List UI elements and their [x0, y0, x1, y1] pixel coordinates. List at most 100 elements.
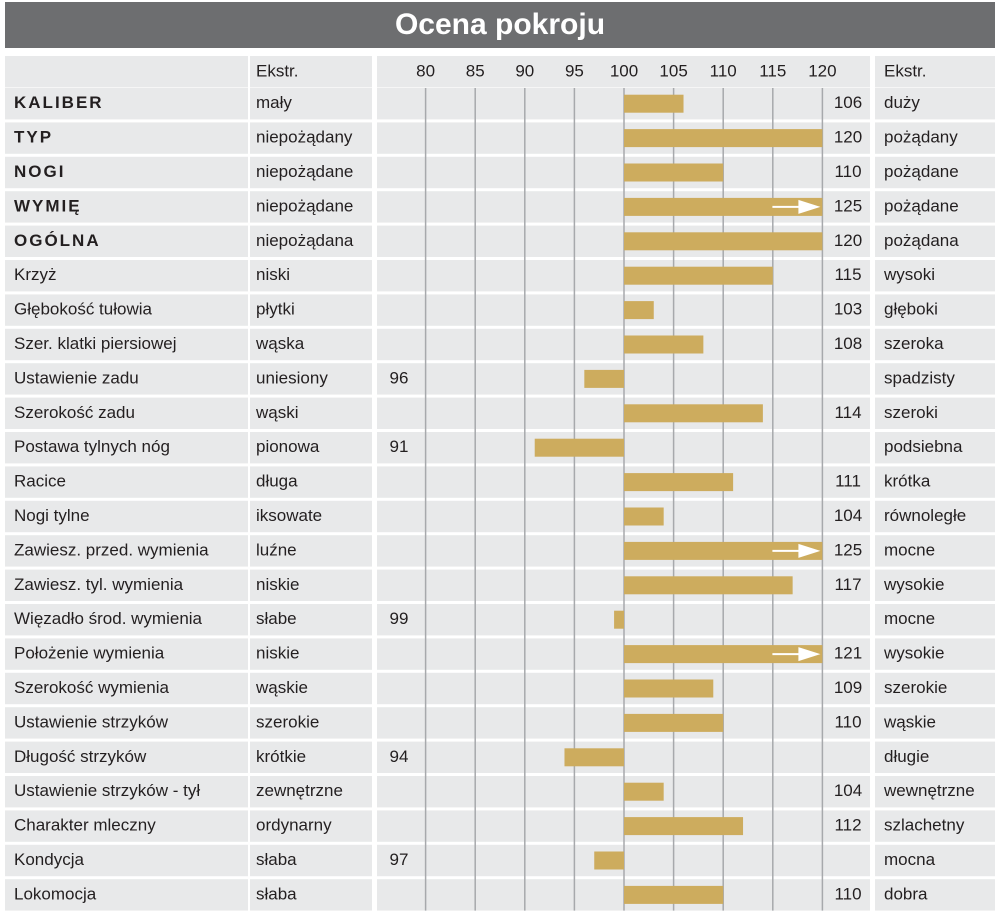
row-bg	[875, 879, 995, 911]
header-bg	[5, 56, 248, 88]
row-bg	[5, 88, 248, 120]
row-bg	[5, 638, 248, 670]
high-label: dobra	[884, 884, 928, 903]
low-label: wąska	[255, 334, 305, 353]
row-bg	[875, 707, 995, 739]
row-bg	[5, 844, 248, 877]
header-high: Ekstr.	[884, 61, 927, 80]
high-label: pożądany	[884, 128, 958, 147]
low-label: uniesiony	[256, 368, 328, 387]
category-label: KALIBER	[14, 93, 104, 112]
row-bg	[5, 225, 248, 257]
row-bg	[875, 122, 995, 154]
row-bg	[875, 741, 995, 773]
bar	[624, 782, 664, 801]
overflow-arrowhead	[798, 543, 821, 558]
category-label: NOGI	[14, 162, 65, 181]
high-label: wysokie	[883, 575, 944, 594]
row-bg	[875, 569, 995, 601]
value-label: 125	[834, 540, 862, 559]
low-label: słaba	[256, 884, 297, 903]
value-label: 97	[390, 850, 409, 869]
value-label: 109	[834, 678, 862, 697]
bar	[624, 541, 823, 560]
row-bg	[250, 466, 372, 498]
row-bg	[5, 810, 248, 842]
category-label: WYMIĘ	[14, 196, 82, 215]
high-label: szlachetny	[884, 816, 965, 835]
bar	[624, 404, 763, 423]
value-label: 103	[834, 300, 862, 319]
high-label: pożądane	[884, 196, 959, 215]
row-bg	[875, 466, 995, 498]
high-label: mocna	[884, 850, 936, 869]
bar	[624, 94, 684, 113]
row-bg	[250, 122, 372, 154]
row-bg	[5, 294, 248, 326]
value-label: 110	[834, 712, 861, 731]
value-label: 112	[834, 816, 861, 835]
row-bg	[875, 260, 995, 292]
bar	[624, 885, 724, 904]
row-bg	[875, 363, 995, 395]
row-bg	[250, 707, 372, 739]
value-label: 110	[834, 884, 861, 903]
row-bg	[250, 294, 372, 326]
row-bg	[5, 466, 248, 498]
overflow-arrowhead	[798, 199, 821, 214]
value-label: 108	[834, 334, 862, 353]
category-label: OGÓLNA	[14, 231, 101, 250]
bar	[624, 232, 823, 251]
high-label: pożądana	[884, 231, 959, 250]
category-label: Krzyż	[14, 265, 57, 284]
category-label: Nogi tylne	[14, 506, 90, 525]
low-label: płytki	[256, 300, 295, 319]
value-label: 115	[834, 265, 861, 284]
bar	[534, 438, 624, 457]
value-label: 99	[390, 609, 409, 628]
x-tick-label: 120	[808, 61, 836, 80]
x-tick-label: 90	[515, 61, 534, 80]
bar	[564, 748, 624, 767]
category-label: Ustawienie zadu	[14, 368, 139, 387]
category-label: Szerokość wymienia	[14, 678, 169, 697]
low-label: krótkie	[256, 747, 306, 766]
high-label: krótka	[884, 472, 931, 491]
value-label: 117	[834, 575, 861, 594]
row-bg	[250, 844, 372, 877]
category-label: Szer. klatki piersiowej	[14, 334, 177, 353]
row-bg	[250, 397, 372, 429]
high-label: wąskie	[883, 712, 936, 731]
category-label: Racice	[14, 472, 66, 491]
high-label: szeroka	[884, 334, 944, 353]
value-label: 96	[390, 368, 409, 387]
row-bg	[5, 776, 248, 808]
value-label: 94	[390, 747, 409, 766]
row-bg	[250, 776, 372, 808]
bar	[624, 473, 734, 492]
bar	[624, 335, 704, 354]
x-tick-label: 100	[610, 61, 638, 80]
low-label: długa	[256, 472, 298, 491]
bar	[624, 576, 793, 595]
low-label: luźne	[256, 540, 297, 559]
row-bg	[5, 604, 248, 636]
row-bg	[875, 810, 995, 842]
high-label: długie	[884, 747, 929, 766]
row-bg	[875, 776, 995, 808]
row-bg	[5, 328, 248, 361]
row-bg	[250, 638, 372, 670]
value-label: 110	[834, 162, 861, 181]
row-bg	[5, 363, 248, 395]
row-bg	[250, 741, 372, 773]
row-bg	[5, 122, 248, 154]
low-label: niski	[256, 265, 290, 284]
bar	[624, 197, 823, 216]
bar	[624, 679, 714, 698]
x-tick-label: 115	[759, 61, 786, 80]
category-label: Więzadło środ. wymienia	[14, 609, 203, 628]
category-label: Zawiesz. tyl. wymienia	[14, 575, 184, 594]
high-label: wewnętrzne	[883, 781, 975, 800]
value-label: 104	[834, 506, 862, 525]
